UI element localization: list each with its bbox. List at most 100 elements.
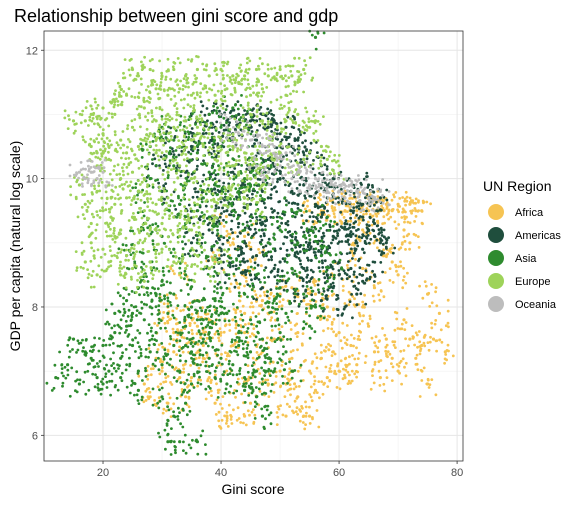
data-point-density: [285, 199, 288, 202]
data-point-density: [150, 300, 153, 303]
data-point: [284, 350, 287, 353]
data-point-density: [93, 187, 96, 190]
data-point-density: [160, 251, 163, 254]
data-point-density: [276, 220, 279, 223]
data-point-density: [201, 299, 204, 302]
data-point-density: [185, 177, 188, 180]
data-point-density: [382, 243, 385, 246]
data-point-density: [358, 238, 361, 241]
data-point: [367, 325, 370, 328]
data-point-density: [304, 208, 307, 211]
data-point-density: [203, 333, 206, 336]
data-point-density: [146, 205, 149, 208]
data-point-density: [115, 255, 118, 258]
data-point-density: [295, 273, 298, 276]
data-point-density: [244, 363, 247, 366]
data-point-density: [214, 311, 217, 314]
data-point-density: [321, 266, 324, 269]
data-point-density: [217, 173, 220, 176]
data-point-density: [118, 231, 121, 234]
data-point-density: [148, 135, 151, 138]
data-point-density: [162, 169, 165, 172]
data-point-density: [306, 266, 309, 269]
data-point-density: [81, 206, 84, 209]
data-point-density: [134, 153, 137, 156]
data-point-density: [215, 121, 218, 124]
data-point-density: [236, 235, 239, 238]
data-point-density: [217, 155, 220, 158]
data-point-density: [324, 259, 327, 262]
data-point-density: [113, 367, 116, 370]
data-point-density: [174, 416, 177, 419]
data-point-density: [243, 109, 246, 112]
data-point-density: [394, 220, 397, 223]
data-point-density: [152, 274, 155, 277]
data-point-density: [234, 396, 237, 399]
data-point-density: [302, 151, 305, 154]
data-point-density: [359, 182, 362, 185]
data-point-density: [199, 218, 202, 221]
data-point-density: [105, 202, 108, 205]
data-point-density: [142, 263, 145, 266]
data-point-density: [333, 206, 336, 209]
data-point-density: [152, 266, 155, 269]
data-point-density: [268, 395, 271, 398]
data-point-density: [207, 137, 210, 140]
data-point-density: [265, 245, 268, 248]
data-point-density: [219, 403, 222, 406]
data-point-density: [255, 182, 258, 185]
data-point-density: [306, 227, 309, 230]
data-point-density: [62, 382, 65, 385]
data-point: [273, 267, 276, 270]
data-point-density: [205, 361, 208, 364]
data-point-density: [176, 231, 179, 234]
data-point-density: [237, 267, 240, 270]
data-point-density: [404, 204, 407, 207]
data-point-density: [294, 332, 297, 335]
data-point-density: [187, 239, 190, 242]
data-point-density: [161, 346, 164, 349]
data-point-density: [131, 339, 134, 342]
data-point-density: [168, 248, 171, 251]
data-point-density: [245, 336, 248, 339]
data-point-density: [278, 170, 281, 173]
data-point-density: [264, 417, 267, 420]
data-point-density: [249, 306, 252, 309]
data-point-density: [161, 203, 164, 206]
data-point-density: [124, 331, 127, 334]
data-point-density: [317, 284, 320, 287]
data-point-density: [383, 236, 386, 239]
data-point-density: [137, 399, 140, 402]
data-point-density: [339, 370, 342, 373]
data-point-density: [179, 174, 182, 177]
data-point-density: [251, 118, 254, 121]
data-point-density: [151, 313, 154, 316]
data-point-density: [200, 246, 203, 249]
data-point-density: [382, 383, 385, 386]
data-point-density: [280, 359, 283, 362]
data-point-density: [128, 268, 131, 271]
data-point-density: [316, 204, 319, 207]
data-point-density: [240, 393, 243, 396]
data-point-density: [158, 198, 161, 201]
data-point-density: [278, 225, 281, 228]
data-point-density: [231, 195, 234, 198]
data-point-density: [186, 283, 189, 286]
data-point-density: [187, 316, 190, 319]
data-point-density: [229, 385, 232, 388]
data-point: [219, 312, 222, 315]
data-point-density: [257, 248, 260, 251]
data-point-density: [197, 226, 200, 229]
data-point-density: [239, 232, 242, 235]
data-point-density: [144, 367, 147, 370]
data-point-density: [141, 396, 144, 399]
data-point-density: [308, 406, 311, 409]
data-point-density: [314, 228, 317, 231]
data-point-density: [318, 396, 321, 399]
data-point-density: [218, 281, 221, 284]
data-point-density: [171, 117, 174, 120]
data-point-density: [153, 157, 156, 160]
data-point-density: [305, 311, 308, 314]
data-point-density: [213, 140, 216, 143]
data-point: [355, 293, 358, 296]
